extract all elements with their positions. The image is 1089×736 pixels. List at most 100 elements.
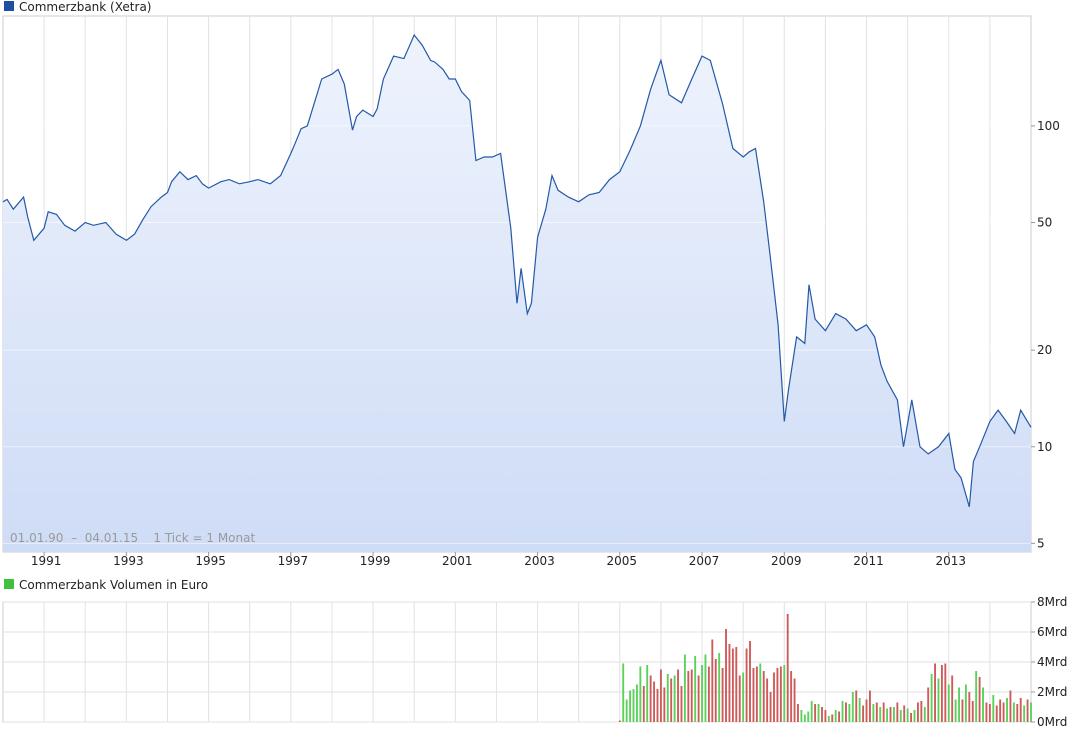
volume-bar [910, 713, 912, 722]
volume-bar [817, 704, 820, 722]
price-x-tick-label: 1997 [278, 554, 309, 568]
volume-bar [632, 689, 635, 722]
volume-bar [663, 687, 666, 722]
volume-bar [752, 668, 755, 722]
volume-bar [889, 707, 892, 722]
volume-bar [725, 629, 727, 722]
volume-bar [786, 614, 789, 722]
price-line [2, 33, 1032, 507]
price-x-tick-label: 2009 [771, 554, 802, 568]
volume-bar [1030, 702, 1032, 722]
volume-bar [690, 669, 693, 722]
volume-bar [670, 678, 673, 722]
volume-bar [707, 666, 710, 722]
volume-bar [790, 671, 793, 722]
volume-bar [779, 666, 782, 722]
volume-bar [978, 677, 981, 722]
volume-bar [656, 689, 659, 722]
volume-bar [677, 669, 679, 722]
volume-bar [906, 708, 909, 722]
volume-bar [797, 704, 799, 722]
volume-bar [742, 672, 745, 722]
price-x-tick-label: 2007 [689, 554, 720, 568]
volume-bar [1016, 704, 1019, 722]
volume-bar [879, 707, 882, 722]
volume-y-tick-label: 4Mrd [1037, 655, 1067, 669]
volume-grid [3, 601, 1031, 723]
volume-bar [683, 654, 686, 722]
volume-bar [773, 672, 775, 722]
price-legend-swatch [4, 1, 14, 11]
price-range-info: 01.01.90 – 04.01.15 1 Tick = 1 Monat [10, 531, 255, 545]
price-legend: Commerzbank (Xetra) [4, 0, 151, 14]
volume-bar [848, 704, 851, 722]
volume-bar [639, 666, 642, 722]
volume-bar [783, 665, 786, 722]
volume-bar [810, 701, 813, 722]
price-x-tick-label: 2013 [935, 554, 966, 568]
volume-bar [821, 707, 823, 722]
volume-legend-label: Commerzbank Volumen in Euro [19, 578, 208, 592]
volume-bar [704, 654, 707, 722]
price-x-tick-label: 2001 [442, 554, 473, 568]
volume-bar [728, 644, 731, 722]
price-plot-area: 01.01.90 – 04.01.15 1 Tick = 1 Monat [2, 15, 1032, 553]
volume-bar [855, 690, 858, 722]
volume-bar [896, 702, 899, 722]
volume-bar [1019, 698, 1022, 722]
volume-bar [940, 665, 943, 722]
volume-bar [899, 710, 902, 722]
volume-bar [776, 668, 779, 722]
volume-plot-area [2, 601, 1032, 723]
volume-bar [714, 659, 717, 722]
volume-bar [800, 710, 803, 722]
price-x-tick-label: 2011 [853, 554, 884, 568]
volume-bar [769, 692, 772, 722]
price-y-tick-label: 50 [1037, 215, 1052, 229]
volume-bar [834, 710, 837, 722]
price-area [3, 35, 1031, 552]
price-x-tick-label: 1999 [360, 554, 391, 568]
volume-bar [635, 684, 638, 722]
volume-bar [913, 710, 916, 722]
volume-bar [882, 702, 885, 722]
volume-bar [927, 687, 930, 722]
price-grid-overlay [3, 125, 1031, 544]
price-y-tick-label: 10 [1037, 440, 1052, 454]
volume-bar [701, 665, 703, 722]
volume-bar [862, 705, 865, 722]
volume-y-tick-label: 8Mrd [1037, 595, 1067, 609]
volume-bar [1006, 698, 1008, 722]
volume-bars [618, 614, 1032, 722]
volume-bar [903, 705, 906, 722]
volume-legend-swatch [4, 579, 14, 589]
volume-bar [934, 663, 936, 722]
volume-bar [697, 675, 700, 722]
price-y-axis: 100 50 20 10 5 [1031, 119, 1060, 550]
volume-bar [711, 639, 714, 722]
volume-bar [649, 675, 652, 722]
volume-bar [958, 687, 960, 722]
volume-bar [992, 695, 995, 722]
volume-bar [1023, 705, 1026, 722]
volume-y-tick-label: 2Mrd [1037, 685, 1067, 699]
volume-bar [680, 686, 683, 722]
volume-bar [964, 684, 967, 722]
volume-bar [1009, 690, 1012, 722]
volume-bar [629, 690, 632, 722]
volume-bar [745, 648, 748, 722]
volume-legend: Commerzbank Volumen in Euro [4, 578, 208, 592]
volume-bar [841, 701, 844, 722]
price-y-tick-label: 5 [1037, 536, 1045, 550]
volume-bar [622, 663, 625, 722]
volume-bar [858, 698, 861, 722]
volume-bar [999, 699, 1002, 722]
volume-bar [988, 704, 991, 722]
price-x-tick-label: 2005 [607, 554, 638, 568]
volume-bar [673, 675, 676, 722]
volume-bar [920, 701, 923, 722]
volume-bar [749, 641, 751, 722]
volume-bar [985, 702, 988, 722]
volume-y-tick-label: 0Mrd [1037, 715, 1067, 729]
volume-bar [954, 699, 957, 722]
